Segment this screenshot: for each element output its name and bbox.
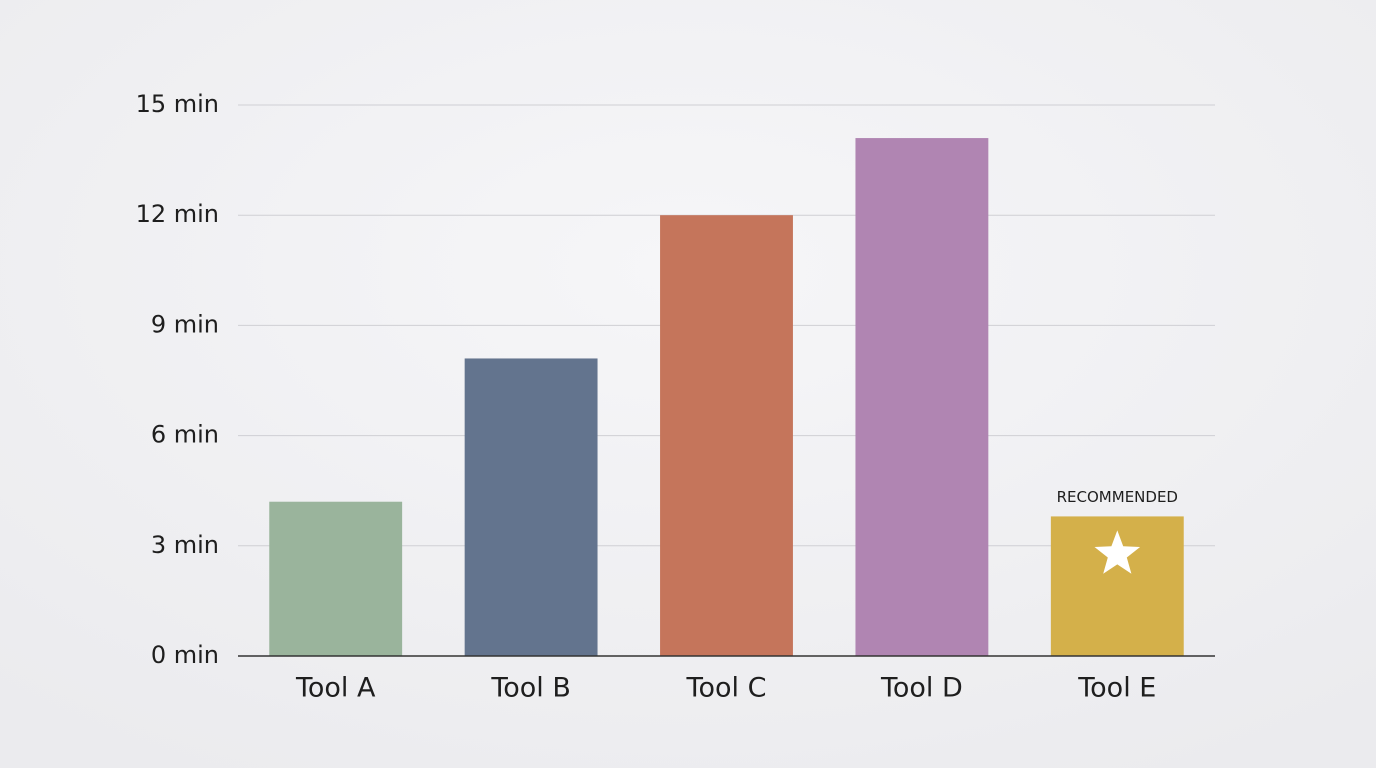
bar bbox=[660, 215, 793, 656]
y-tick-label: 15 min bbox=[136, 90, 219, 118]
annotation: RECOMMENDED bbox=[1057, 488, 1178, 506]
x-tick-label: Tool E bbox=[1077, 673, 1156, 704]
y-tick-label: 12 min bbox=[136, 200, 219, 228]
y-tick-label: 6 min bbox=[151, 421, 219, 449]
bar bbox=[855, 138, 989, 656]
x-tick-label: Tool A bbox=[295, 673, 376, 704]
x-tick-label: Tool D bbox=[880, 673, 963, 704]
y-tick-label: 3 min bbox=[151, 531, 219, 559]
bar bbox=[464, 358, 598, 656]
star-icon bbox=[1094, 530, 1141, 574]
x-tick-label: Tool B bbox=[490, 673, 571, 704]
y-tick-label: 9 min bbox=[151, 310, 219, 338]
bar bbox=[269, 501, 403, 656]
x-tick-label: Tool C bbox=[686, 673, 767, 704]
y-tick-label: 0 min bbox=[151, 641, 219, 669]
